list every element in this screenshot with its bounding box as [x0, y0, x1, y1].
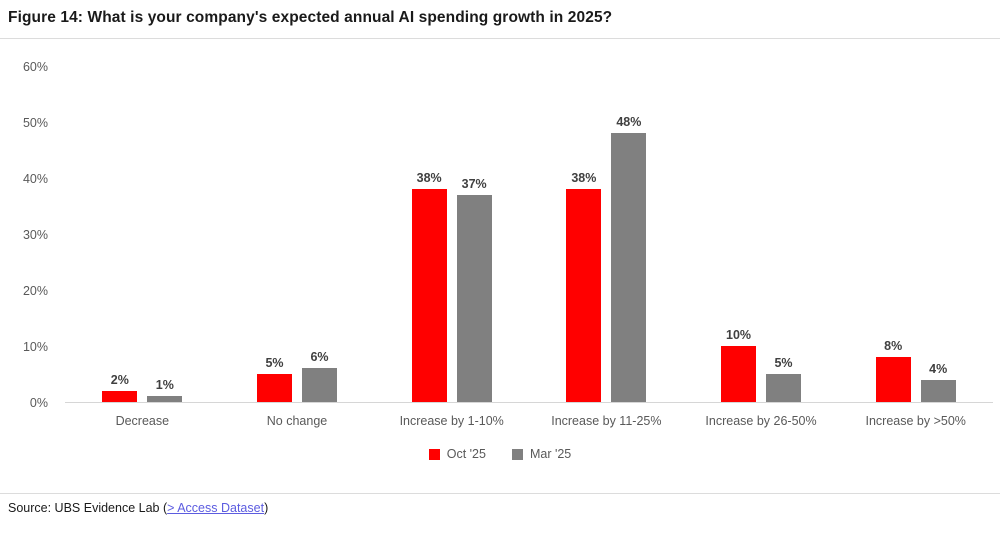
bar-group: 10% 5%: [684, 67, 839, 402]
x-axis-category-label: Increase by 11-25%: [551, 414, 662, 428]
bar[interactable]: [411, 189, 447, 402]
bar-column: 37%: [456, 67, 492, 402]
bar-column: 2%: [102, 67, 138, 402]
legend-item: Oct '25: [428, 447, 486, 461]
x-axis: Decrease No change Increase by 1-10% Increa…: [65, 414, 993, 428]
bar[interactable]: [257, 374, 292, 402]
legend-swatch-icon: [511, 448, 523, 460]
figure-title: Figure 14: What is your company's expect…: [8, 9, 613, 26]
bar-column: 5%: [257, 67, 292, 402]
bar-value-label: 8%: [884, 339, 903, 354]
bar-group: 2% 1%: [65, 67, 220, 402]
bar-group: 38% 48%: [529, 67, 684, 402]
y-axis-tick-label: 40%: [22, 172, 48, 186]
bar-column: 5%: [766, 67, 802, 402]
bar-value-label: 4%: [929, 361, 948, 376]
bar-value-label: 48%: [616, 115, 642, 130]
y-axis-tick-label: 60%: [22, 60, 48, 74]
access-dataset-link[interactable]: > Access Dataset: [167, 501, 265, 515]
bar[interactable]: [456, 194, 492, 402]
chart-legend: Oct '25 Mar '25: [0, 447, 1000, 461]
bar-pair: 38% 37%: [411, 67, 492, 402]
bar[interactable]: [721, 346, 757, 402]
bar-value-label: 2%: [110, 372, 129, 387]
bar-group: 38% 37%: [374, 67, 529, 402]
bar-value-label: 5%: [774, 356, 793, 370]
bar[interactable]: [766, 374, 802, 402]
y-axis-tick-label: 10%: [22, 340, 48, 354]
bar-value-label: 38%: [416, 171, 442, 186]
source-note: Source: UBS Evidence Lab (> Access Datas…: [8, 501, 268, 515]
bar-value-label: 10%: [726, 328, 752, 342]
bar-column: 38%: [566, 67, 602, 402]
bar-pair: 8% 4%: [875, 67, 956, 402]
bar-column: 1%: [147, 67, 183, 402]
bar-column: 4%: [920, 67, 956, 402]
y-axis-tick-label: 0%: [29, 396, 48, 410]
legend-item: Mar '25: [511, 447, 572, 461]
title-divider: [0, 38, 1000, 39]
source-text-suffix: ): [264, 501, 269, 515]
source-text: Source: UBS Evidence Lab (: [8, 501, 168, 515]
bar-pair: 10% 5%: [721, 67, 802, 402]
bar[interactable]: [102, 390, 138, 402]
y-axis-tick-label: 30%: [22, 228, 48, 242]
legend-label: Mar '25: [529, 447, 572, 461]
y-axis-tick-label: 50%: [22, 116, 48, 130]
x-axis-category-label: Increase by >50%: [865, 414, 966, 428]
bar-value-label: 38%: [571, 171, 597, 186]
bar-value-label: 5%: [265, 356, 284, 370]
bar-group: 8% 4%: [838, 67, 993, 402]
footer-divider: [0, 493, 1000, 494]
y-axis-tick-label: 20%: [22, 284, 48, 298]
bar-value-label: 1%: [155, 378, 174, 393]
bar-column: 48%: [611, 67, 647, 402]
bar-column: 8%: [875, 67, 911, 402]
bar-value-label: 6%: [310, 350, 329, 365]
x-axis-category-label: No change: [266, 414, 328, 428]
bar-column: 10%: [721, 67, 757, 402]
bar[interactable]: [875, 357, 911, 402]
x-axis-category-label: Increase by 26-50%: [705, 414, 817, 428]
x-axis-category-label: Increase by 1-10%: [399, 414, 504, 428]
bar-value-label: 37%: [461, 176, 487, 191]
plot-area: 2% 1% 5% 6% 38% 37% 38% 48% 10% 5% 8% 4%: [65, 67, 993, 403]
legend-label: Oct '25: [446, 447, 486, 461]
x-axis-category-label: Decrease: [115, 414, 170, 428]
bar[interactable]: [147, 396, 183, 402]
bar-group: 5% 6%: [220, 67, 375, 402]
bar[interactable]: [302, 368, 337, 402]
bar-pair: 5% 6%: [257, 67, 337, 402]
bar-column: 38%: [411, 67, 447, 402]
legend-swatch-icon: [428, 448, 440, 460]
bar[interactable]: [920, 379, 956, 402]
bar[interactable]: [611, 133, 647, 402]
bar[interactable]: [566, 189, 602, 402]
bar-pair: 2% 1%: [102, 67, 183, 402]
bar-column: 6%: [302, 67, 337, 402]
bar-pair: 38% 48%: [566, 67, 647, 402]
y-axis: 0% 10% 20% 30% 40% 50% 60%: [0, 60, 48, 410]
